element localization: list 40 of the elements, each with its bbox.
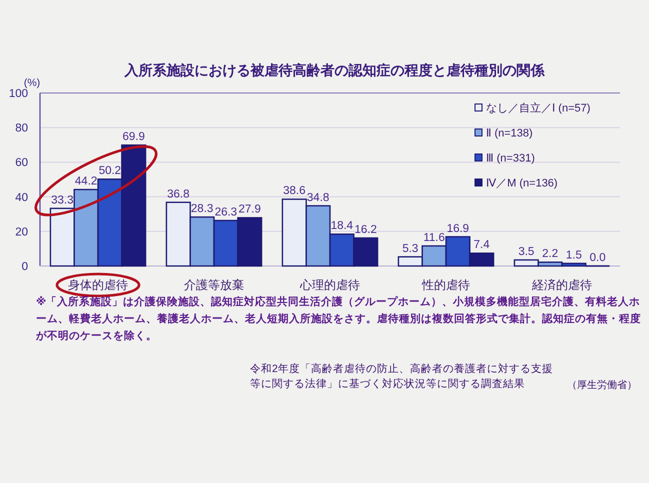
data-label: 16.9 — [446, 222, 470, 235]
data-label: 38.6 — [283, 185, 306, 198]
legend-label: Ⅲ (n=331) — [486, 152, 535, 164]
y-tick-label: 20 — [15, 226, 28, 238]
data-label: 7.4 — [474, 239, 490, 252]
text: ※「入所系施設」は介護保険施設、認知症対応型共同生活介護（グループホーム）、小規模多機能型居宅介護、有料老人ホーム、軽費老人ホーム、養護老人ホーム、老人短期入所施設をさす。虐待種別は複数回答形式で集計。認知症の有無・程度が不明のケースを除く。 — [36, 294, 642, 344]
data-label: 69.9 — [122, 131, 145, 144]
y-tick-label: 100 — [8, 88, 28, 100]
data-label: 18.4 — [330, 220, 354, 232]
data-label: 2.2 — [542, 248, 558, 260]
data-label: 50.2 — [98, 165, 122, 178]
y-tick-label: 40 — [15, 192, 28, 204]
x-tick-label: 心理的虐待 — [299, 278, 360, 292]
text: 令和2年度「高齢者虐待の防止、高齢者の養護者に対する支援等に関する法律」に基づく対応状況等に関する調査結果 — [250, 362, 554, 392]
x-tick-label: 介護等放棄 — [184, 278, 244, 292]
data-label: 33.3 — [51, 194, 74, 206]
data-label: 26.3 — [214, 206, 238, 218]
data-label: 3.5 — [518, 246, 534, 258]
data-label: 36.8 — [167, 188, 190, 200]
y-tick-label: 80 — [15, 122, 28, 135]
data-label: 5.3 — [402, 242, 418, 255]
x-tick-label: 身体的虐待 — [68, 278, 128, 292]
x-tick-label: 性的虐待 — [421, 278, 470, 292]
data-label: 34.8 — [306, 192, 330, 204]
y-tick-label: 60 — [15, 157, 28, 170]
text: （厚生労働省） — [567, 378, 637, 393]
chart-title: 入所系施設における被虐待高齢者の認知症の程度と虐待種別の関係 — [124, 62, 546, 78]
legend-label: なし／自立／Ⅰ (n=57) — [486, 102, 590, 114]
y-axis-title: (%) — [24, 77, 40, 89]
y-tick-label: 0 — [22, 261, 28, 273]
x-tick-label: 経済的虐待 — [531, 278, 592, 292]
data-label: 1.5 — [566, 249, 582, 262]
data-label: 28.3 — [190, 203, 214, 216]
legend-label: Ⅳ／M (n=136) — [486, 178, 558, 190]
data-label: 27.9 — [238, 204, 261, 216]
data-label: 16.2 — [354, 224, 377, 236]
data-label: 0.0 — [590, 252, 606, 264]
legend-label: Ⅱ (n=138) — [486, 128, 533, 140]
data-label: 44.2 — [74, 176, 98, 188]
data-label: 11.6 — [423, 232, 445, 244]
